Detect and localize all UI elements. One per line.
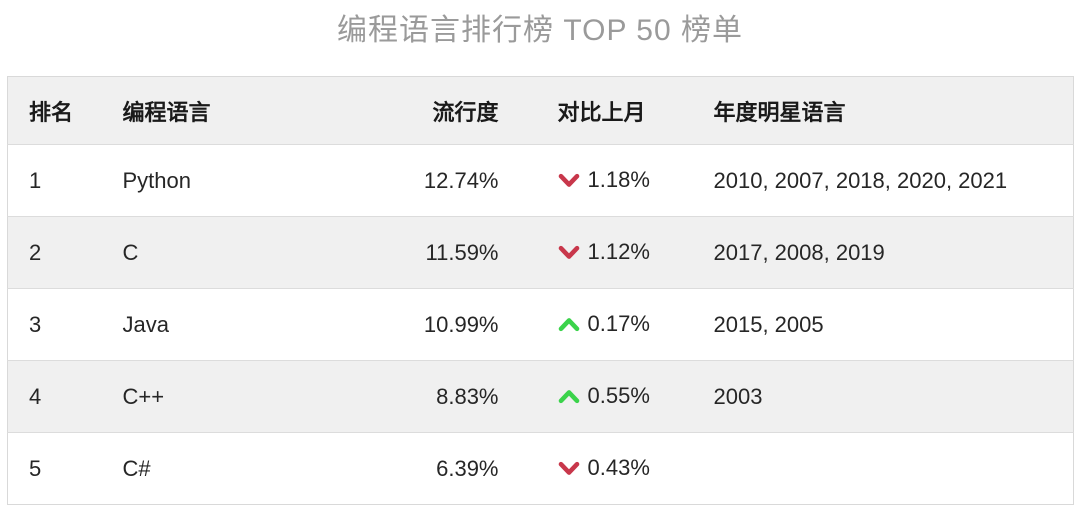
language-cell: C [122, 239, 139, 265]
column-header-star-years: 年度明星语言 [665, 76, 1074, 145]
popularity-cell: 11.59% [425, 239, 499, 265]
popularity-cell: 6.39% [436, 455, 499, 481]
column-header-vs-month: 对比上月 [510, 76, 666, 145]
ranking-table: 排名 编程语言 流行度 对比上月 年度明星语言 1 Python 12.74% … [7, 76, 1074, 505]
table-row: 4 C++ 8.83% 0.55% 2003 [7, 360, 1074, 433]
table-row: 5 C# 6.39% 0.43% [7, 432, 1074, 505]
rank-cell: 3 [29, 311, 42, 337]
popularity-cell: 12.74% [423, 167, 499, 193]
popularity-cell: 8.83% [436, 383, 499, 409]
chevron-down-icon [558, 461, 579, 475]
table-header: 排名 编程语言 流行度 对比上月 年度明星语言 [7, 76, 1074, 145]
table-row: 3 Java 10.99% 0.17% 2015, 2005 [7, 288, 1074, 361]
vs-month-cell: 1.12% [511, 217, 666, 289]
star-years-cell: 2017, 2008, 2019 [713, 239, 885, 265]
trend-indicator: 0.55% [558, 383, 650, 409]
vs-month-cell: 0.43% [511, 433, 666, 505]
page-title: 编程语言排行榜 TOP 50 榜单 [337, 14, 743, 47]
rank-cell: 5 [29, 455, 42, 481]
chevron-down-icon [558, 173, 579, 187]
vs-month-cell: 1.18% [511, 145, 666, 217]
trend-indicator: 1.12% [558, 239, 650, 265]
language-cell: Java [122, 311, 169, 337]
trend-indicator: 1.18% [558, 167, 650, 193]
trend-indicator: 0.43% [558, 455, 650, 481]
table-row: 2 C 11.59% 1.12% 2017, 2008, 2019 [7, 216, 1074, 289]
chevron-up-icon [558, 317, 579, 331]
trend-change-value: 1.12% [587, 239, 650, 265]
column-header-language: 编程语言 [102, 76, 393, 145]
language-cell: C++ [122, 383, 165, 409]
star-years-cell [666, 433, 1074, 505]
trend-indicator: 0.17% [558, 311, 650, 337]
trend-change-value: 1.18% [587, 167, 650, 193]
vs-month-cell: 0.17% [511, 289, 666, 361]
rank-cell: 1 [29, 167, 42, 193]
table-row: 1 Python 12.74% 1.18% 2010, 2007, 2018, … [7, 144, 1074, 217]
trend-change-value: 0.43% [587, 455, 650, 481]
star-years-cell: 2003 [713, 383, 763, 409]
rank-cell: 4 [29, 383, 42, 409]
chevron-up-icon [558, 389, 579, 403]
language-cell: Python [122, 167, 192, 193]
language-cell: C# [122, 455, 151, 481]
rank-cell: 2 [29, 239, 42, 265]
star-years-cell: 2010, 2007, 2018, 2020, 2021 [713, 167, 1008, 193]
column-header-popularity: 流行度 [392, 76, 511, 145]
trend-change-value: 0.55% [587, 383, 650, 409]
trend-change-value: 0.17% [587, 311, 650, 337]
star-years-cell: 2015, 2005 [713, 311, 824, 337]
header-row: 排名 编程语言 流行度 对比上月 年度明星语言 [7, 76, 1074, 145]
table-body: 1 Python 12.74% 1.18% 2010, 2007, 2018, … [7, 144, 1074, 505]
column-header-rank: 排名 [7, 76, 103, 145]
popularity-cell: 10.99% [423, 311, 499, 337]
chevron-down-icon [558, 245, 579, 259]
vs-month-cell: 0.55% [511, 361, 666, 433]
